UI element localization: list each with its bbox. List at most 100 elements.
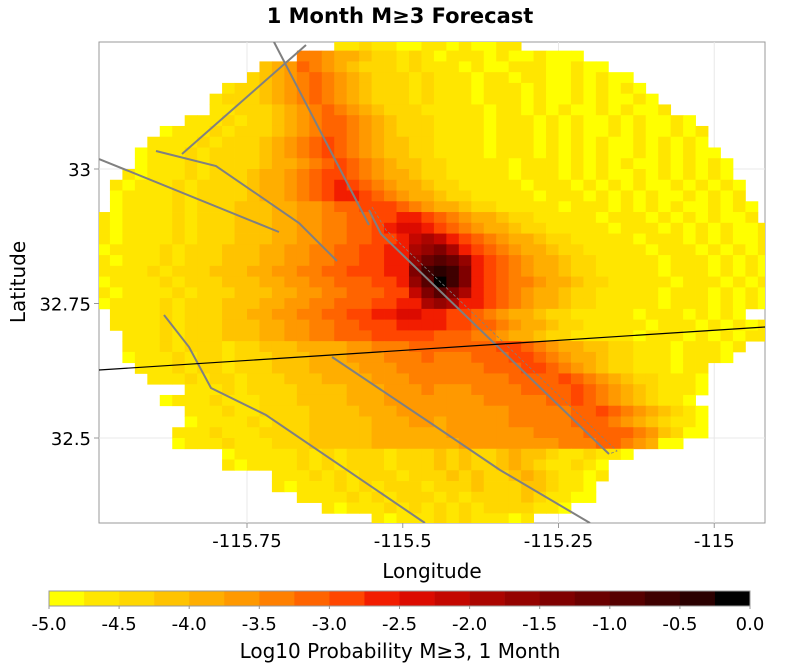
heatmap-cell	[147, 179, 161, 191]
heatmap-cell	[284, 287, 298, 299]
heatmap-cell	[309, 158, 323, 170]
heatmap-cell	[197, 136, 211, 148]
heatmap-cell	[359, 136, 372, 148]
heatmap-cell	[471, 459, 485, 471]
heatmap-cell	[433, 416, 447, 428]
heatmap-cell	[620, 82, 634, 95]
heatmap-cell	[496, 416, 510, 428]
heatmap-cell	[645, 115, 659, 127]
heatmap-cell	[259, 233, 273, 245]
heatmap-cell	[134, 287, 148, 299]
heatmap-cell	[371, 416, 385, 428]
heatmap-cell	[384, 287, 397, 299]
heatmap-cell	[620, 244, 634, 256]
heatmap-cell	[159, 351, 173, 364]
heatmap-cell	[384, 416, 397, 428]
heatmap-cell	[471, 298, 485, 310]
heatmap-cell	[433, 362, 447, 374]
heatmap-cell	[296, 416, 310, 428]
heatmap-cell	[670, 136, 684, 148]
heatmap-cell	[608, 362, 622, 374]
heatmap-cell	[209, 351, 223, 364]
heatmap-cell	[658, 341, 672, 353]
heatmap-cell	[533, 459, 547, 471]
heatmap-cell	[483, 394, 497, 407]
heatmap-cell	[521, 115, 534, 127]
heatmap-cell	[533, 169, 547, 181]
heatmap-cell	[546, 276, 559, 288]
heatmap-cell	[359, 115, 372, 127]
heatmap-cell	[284, 319, 298, 331]
heatmap-cell	[371, 104, 385, 116]
heatmap-cell	[309, 351, 323, 364]
heatmap-cell	[533, 298, 547, 310]
heatmap-cell	[197, 438, 211, 450]
heatmap-cell	[334, 341, 348, 353]
heatmap-cell	[408, 459, 422, 471]
heatmap-cell	[458, 298, 472, 310]
heatmap-cell	[546, 341, 559, 353]
heatmap-cell	[521, 233, 534, 245]
heatmap-cell	[159, 212, 173, 224]
heatmap-cell	[433, 502, 447, 514]
heatmap-cell	[421, 405, 435, 417]
heatmap-cell	[570, 179, 584, 191]
heatmap-cell	[197, 255, 211, 267]
heatmap-cell	[359, 481, 372, 493]
heatmap-cell	[184, 179, 198, 191]
heatmap-cell	[421, 491, 435, 503]
heatmap-cell	[122, 244, 136, 256]
heatmap-cell	[99, 233, 111, 245]
heatmap-cell	[209, 147, 223, 159]
heatmap-cell	[732, 308, 746, 321]
heatmap-cell	[508, 405, 522, 417]
heatmap-cell	[471, 72, 485, 84]
heatmap-cell	[483, 169, 497, 181]
heatmap-cell	[483, 513, 497, 523]
heatmap-cell	[496, 373, 510, 385]
heatmap-cell	[558, 201, 572, 213]
heatmap-cell	[247, 438, 260, 450]
heatmap-cell	[421, 362, 435, 374]
heatmap-cell	[371, 82, 385, 95]
heatmap-cell	[222, 104, 235, 116]
heatmap-cell	[371, 362, 385, 374]
heatmap-cell	[284, 255, 298, 267]
heatmap-cell	[658, 265, 672, 277]
heatmap-cell	[533, 222, 547, 234]
heatmap-cell	[583, 448, 597, 460]
heatmap-cell	[396, 42, 410, 52]
heatmap-cell	[122, 212, 136, 224]
heatmap-cell	[446, 416, 460, 428]
heatmap-cell	[633, 82, 647, 95]
heatmap-cell	[546, 93, 559, 105]
heatmap-cell	[608, 287, 622, 299]
heatmap-cell	[483, 233, 497, 245]
heatmap-cell	[384, 351, 397, 364]
heatmap-cell	[471, 265, 485, 277]
heatmap-cell	[296, 319, 310, 331]
heatmap-cell	[570, 427, 584, 439]
heatmap-cell	[508, 265, 522, 277]
heatmap-cell	[247, 384, 260, 396]
heatmap-cell	[384, 190, 397, 202]
heatmap-cell	[521, 427, 534, 439]
heatmap-cell	[371, 448, 385, 460]
heatmap-cell	[109, 265, 123, 277]
heatmap-cell	[197, 222, 211, 234]
heatmap-cell	[533, 190, 547, 202]
heatmap-cell	[633, 179, 647, 191]
heatmap-cell	[620, 373, 634, 385]
heatmap-cell	[309, 50, 323, 62]
heatmap-cell	[583, 82, 597, 95]
heatmap-cell	[172, 427, 186, 439]
heatmap-cell	[184, 201, 198, 213]
heatmap-cell	[346, 502, 360, 514]
heatmap-cell	[757, 265, 765, 277]
heatmap-cell	[396, 136, 410, 148]
heatmap-cell	[247, 448, 260, 460]
heatmap-cell	[446, 125, 460, 138]
heatmap-cell	[608, 201, 622, 213]
heatmap-cell	[670, 362, 684, 374]
heatmap-cell	[346, 93, 360, 105]
